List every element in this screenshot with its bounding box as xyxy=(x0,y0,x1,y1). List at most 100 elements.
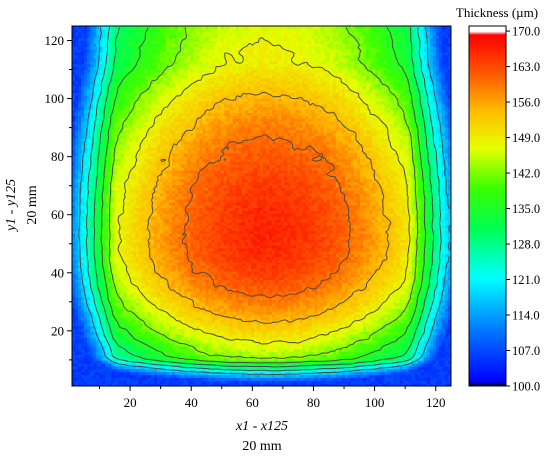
heatmap-cell xyxy=(320,285,325,289)
heatmap-cell xyxy=(381,362,385,367)
heatmap-cell xyxy=(272,374,276,378)
heatmap-cell xyxy=(444,282,449,286)
heatmap-cell xyxy=(178,302,182,306)
heatmap-cell xyxy=(402,362,407,367)
heatmap-cell xyxy=(387,371,391,376)
heatmap-cell xyxy=(350,339,355,344)
heatmap-cell xyxy=(426,316,431,321)
heatmap-cell xyxy=(217,328,222,332)
heatmap-cell xyxy=(287,345,291,350)
heatmap-cell xyxy=(250,362,255,367)
heatmap-cell xyxy=(232,279,237,283)
heatmap-cell xyxy=(108,322,113,327)
heatmap-cell xyxy=(156,322,161,327)
heatmap-cell xyxy=(147,276,152,281)
heatmap-cell xyxy=(138,273,143,278)
heatmap-cell xyxy=(87,362,91,367)
heatmap-cell xyxy=(314,316,319,321)
heatmap-cell xyxy=(114,296,119,301)
heatmap-cell xyxy=(162,282,167,286)
heatmap-cell xyxy=(250,337,255,341)
heatmap-cell xyxy=(417,371,422,376)
heatmap-cell xyxy=(190,311,194,315)
heatmap-cell xyxy=(338,276,343,281)
heatmap-cell xyxy=(293,282,297,286)
heatmap-cell xyxy=(399,351,404,355)
heatmap-cell xyxy=(390,334,394,338)
heatmap-cell xyxy=(423,357,428,361)
heatmap-cell xyxy=(263,371,267,376)
heatmap-cell xyxy=(335,285,340,289)
heatmap-cell xyxy=(290,383,294,386)
heatmap-cell xyxy=(269,334,273,338)
heatmap-cell xyxy=(181,360,185,364)
heatmap-cell xyxy=(263,374,267,378)
heatmap-cell xyxy=(414,331,419,335)
heatmap-cell xyxy=(281,282,285,286)
heatmap-cell xyxy=(114,334,119,338)
heatmap-cell xyxy=(350,351,355,355)
heatmap-cell xyxy=(184,377,188,381)
heatmap-cell xyxy=(384,299,388,304)
heatmap-cell xyxy=(253,299,258,304)
heatmap-cell xyxy=(296,285,300,289)
heatmap-cell xyxy=(172,342,176,347)
heatmap-cell xyxy=(360,383,364,386)
heatmap-cell xyxy=(90,299,94,304)
heatmap-cell xyxy=(208,314,213,318)
heatmap-cell xyxy=(269,285,273,289)
heatmap-cell xyxy=(338,362,343,367)
heatmap-cell xyxy=(178,351,182,355)
heatmap-cell xyxy=(320,331,325,335)
heatmap-cell xyxy=(72,351,76,355)
heatmap-cell xyxy=(184,334,188,338)
heatmap-cell xyxy=(435,360,440,364)
heatmap-cell xyxy=(326,276,331,281)
heatmap-cell xyxy=(217,322,222,327)
heatmap-cell xyxy=(229,362,234,367)
heatmap-cell xyxy=(305,288,310,292)
heatmap-cell xyxy=(105,311,109,315)
heatmap-cell xyxy=(156,360,161,364)
heatmap-cell xyxy=(305,374,310,378)
heatmap-cell xyxy=(96,319,100,324)
heatmap-cell xyxy=(90,345,94,350)
heatmap-cell xyxy=(296,348,300,353)
heatmap-cell xyxy=(408,331,413,335)
heatmap-cell xyxy=(320,305,325,309)
heatmap-cell xyxy=(387,319,391,324)
heatmap-cell xyxy=(172,351,176,355)
heatmap-cell xyxy=(175,351,179,355)
heatmap-cell xyxy=(226,377,231,381)
heatmap-cell xyxy=(256,342,261,347)
heatmap-cell xyxy=(447,285,451,289)
heatmap-cell xyxy=(87,276,91,281)
heatmap-cell xyxy=(196,374,200,378)
heatmap-cell xyxy=(423,351,428,355)
heatmap-cell xyxy=(414,319,419,324)
heatmap-cell xyxy=(135,279,140,283)
heatmap-cell xyxy=(190,357,194,361)
heatmap-cell xyxy=(138,368,143,373)
heatmap-cell xyxy=(138,276,143,281)
heatmap-cell xyxy=(417,383,422,386)
heatmap-cell xyxy=(199,377,203,381)
heatmap-cell xyxy=(120,380,125,384)
heatmap-cell xyxy=(181,279,185,283)
heatmap-cell xyxy=(159,325,164,329)
heatmap-cell xyxy=(296,374,300,378)
heatmap-cell xyxy=(381,368,385,373)
heatmap-cell xyxy=(411,290,416,295)
heatmap-cell xyxy=(272,285,276,289)
heatmap-cell xyxy=(90,314,94,318)
heatmap-cell xyxy=(117,314,122,318)
heatmap-cell xyxy=(332,348,337,353)
heatmap-cell xyxy=(162,365,167,370)
heatmap-cell xyxy=(256,334,261,338)
heatmap-cell xyxy=(114,328,119,332)
heatmap-cell xyxy=(169,325,173,329)
heatmap-cell xyxy=(120,374,125,378)
heatmap-cell xyxy=(378,276,382,281)
heatmap-cell xyxy=(335,331,340,335)
heatmap-cell xyxy=(278,285,282,289)
